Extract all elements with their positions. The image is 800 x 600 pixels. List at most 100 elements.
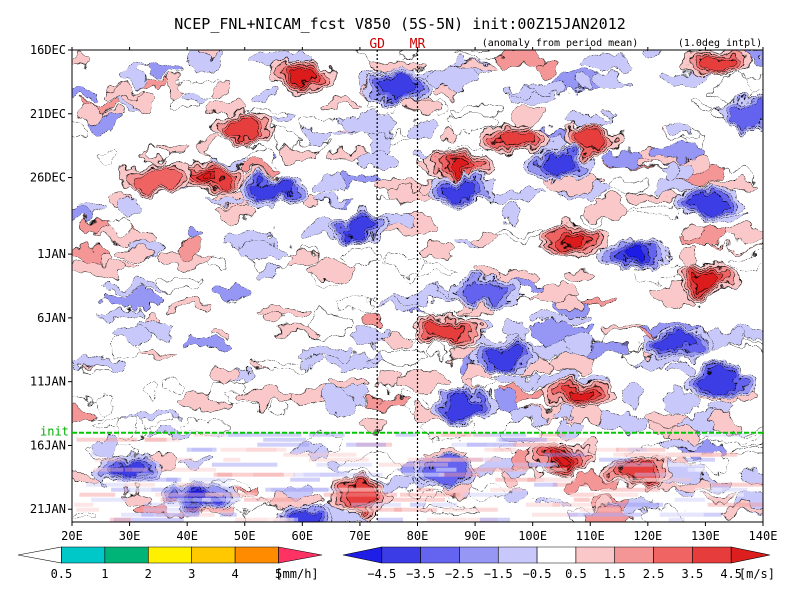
anomaly-cell — [452, 103, 502, 116]
forecast-band — [442, 507, 499, 512]
wind-colorbar-label: 0.5 — [565, 567, 587, 581]
anomaly-contour — [463, 280, 510, 304]
anomaly-cell — [118, 198, 139, 220]
forecast-band — [544, 452, 585, 457]
anomaly-cell — [493, 230, 549, 238]
anomaly-cell — [92, 435, 124, 459]
anomaly-cell — [638, 508, 688, 522]
anomaly-cell — [566, 111, 615, 125]
anomaly-cell — [117, 489, 159, 503]
forecast-band — [668, 452, 738, 457]
anomaly-cell — [273, 128, 293, 151]
anomaly-cell — [115, 415, 140, 438]
anomaly-cell — [467, 377, 496, 392]
forecast-band — [166, 477, 182, 482]
forecast-band — [604, 442, 653, 447]
forecast-band — [486, 442, 560, 447]
forecast-band — [265, 487, 329, 492]
anomaly-contour — [728, 102, 763, 126]
forecast-band — [484, 457, 501, 462]
anomaly-contour — [572, 130, 609, 149]
rain-colorbar-label: 2 — [145, 567, 152, 581]
wind-colorbar-swatch — [342, 546, 383, 564]
anomaly-cell — [418, 420, 477, 440]
forecast-band — [194, 482, 230, 487]
x-tick-label: 90E — [464, 529, 486, 543]
forecast-band — [346, 442, 386, 447]
wind-colorbar-label: −2.5 — [445, 567, 474, 581]
anomaly-cell — [317, 100, 362, 109]
forecast-band — [569, 492, 639, 497]
rain-colorbar-swatch — [17, 546, 62, 564]
anomaly-cell — [180, 236, 202, 256]
forecast-band — [668, 517, 685, 522]
anomaly-cell — [384, 250, 427, 273]
anomaly-contour — [226, 117, 263, 136]
forecast-bands — [74, 432, 763, 522]
interp-note: (1.0deg intpl) — [678, 38, 762, 49]
forecast-band — [143, 507, 187, 512]
wind-colorbar-swatch — [497, 546, 538, 564]
wind-colorbar-label: 3.5 — [682, 567, 704, 581]
chart-title: NCEP_FNL+NICAM_fcst V850 (5S-5N) init:00… — [174, 15, 626, 33]
anomaly-contour — [342, 487, 378, 506]
anomaly-cell — [609, 177, 648, 195]
forecast-band — [479, 517, 510, 522]
anomaly-cell — [181, 227, 202, 237]
y-tick-label: 1JAN — [37, 247, 66, 261]
forecast-band — [155, 512, 215, 517]
anomaly-cell — [72, 122, 89, 144]
forecast-band — [293, 472, 339, 477]
forecast-band — [185, 507, 234, 512]
anomaly-cell — [633, 159, 654, 167]
forecast-band — [189, 477, 232, 482]
anomaly-cell — [145, 61, 181, 77]
anomaly-contour — [111, 461, 148, 481]
anomaly-cell — [141, 433, 195, 442]
forecast-band — [422, 457, 483, 462]
anomaly-contour — [445, 398, 482, 417]
forecast-band — [451, 442, 497, 447]
forecast-band — [513, 467, 567, 472]
forecast-band — [377, 517, 403, 522]
forecast-band — [508, 442, 548, 447]
anomaly-cell — [419, 505, 477, 516]
anomaly-cell — [580, 197, 629, 221]
forecast-band — [125, 482, 155, 487]
anomaly-contour — [422, 459, 470, 483]
forecast-band — [569, 492, 595, 497]
anomaly-cell — [109, 339, 144, 359]
forecast-band — [211, 462, 278, 467]
y-tick-label: 21DEC — [30, 107, 66, 121]
forecast-band — [624, 452, 699, 457]
anomaly-cell — [180, 419, 230, 434]
forecast-band — [498, 437, 539, 442]
anomaly-contour — [687, 193, 724, 213]
forecast-band — [416, 487, 434, 492]
anomaly-contour — [445, 158, 471, 172]
wind-colorbar-swatch — [730, 546, 771, 564]
forecast-band — [370, 447, 426, 452]
anomaly-cell — [140, 350, 176, 358]
forecast-band — [494, 442, 532, 447]
anomaly-cell — [566, 269, 591, 283]
forecast-band — [74, 502, 94, 507]
anomaly-cell — [730, 341, 763, 349]
rain-colorbar-swatch — [278, 546, 323, 564]
anomaly-cell — [348, 112, 394, 135]
anomaly-cell — [364, 416, 385, 434]
anomaly-cell — [397, 371, 448, 390]
anomaly-contour — [382, 79, 419, 98]
forecast-band — [332, 477, 351, 482]
anomaly-cell — [142, 382, 162, 400]
marker-label: MR — [410, 37, 426, 52]
x-tick-label: 130E — [691, 529, 720, 543]
forecast-band — [219, 512, 237, 517]
anomaly-cell — [383, 333, 411, 347]
forecast-band — [343, 507, 388, 512]
anomaly-cell — [442, 128, 463, 140]
forecast-band — [227, 432, 302, 437]
anomaly-cell — [75, 204, 109, 214]
forecast-band — [496, 437, 519, 442]
